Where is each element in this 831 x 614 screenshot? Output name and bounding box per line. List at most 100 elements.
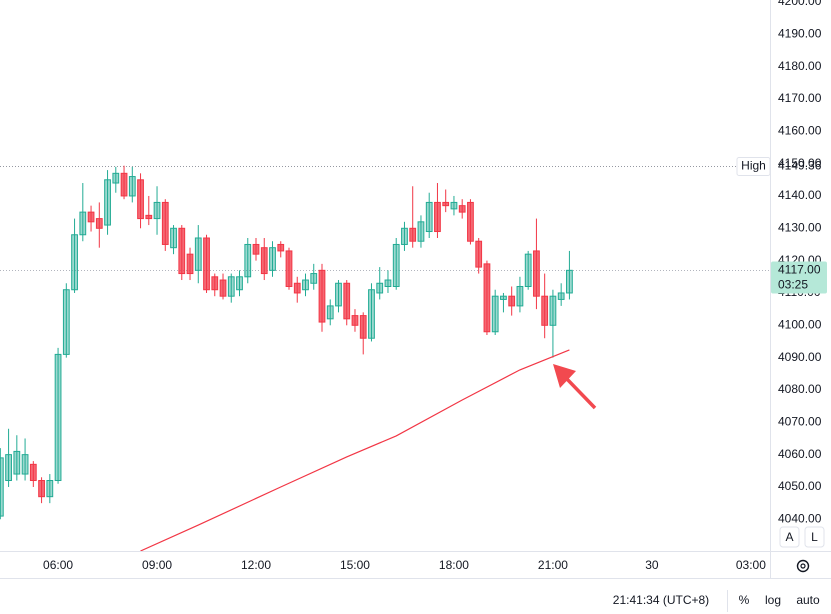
candle [186,247,194,281]
auto-toggle[interactable]: auto [796,593,820,607]
candle-body [557,292,565,300]
candle-body [417,221,425,242]
candle-body [203,237,210,291]
y-tick-label: 4090.00 [778,350,822,364]
y-tick-label: 4070.00 [778,414,822,428]
log-toggle[interactable]: log [765,593,781,607]
candle-body [516,285,524,307]
candle-body [186,253,194,275]
candle [318,263,326,332]
candle-body [458,205,466,213]
candle [425,192,433,238]
candle-body [5,454,12,482]
candle [5,428,12,487]
y-tick-label: 4080.00 [778,382,822,396]
candle-body [368,289,375,339]
candle [269,241,276,277]
candle [516,276,524,313]
y-tick-label: 4130.00 [778,220,822,234]
candle [549,289,557,358]
candle [46,474,54,504]
candle [277,241,285,258]
high-value: 4149.36 [778,159,822,173]
candle [0,448,4,520]
candle-body [252,243,260,255]
candle [285,247,293,290]
candle-body [112,172,120,184]
x-tick-label: 09:00 [142,558,172,572]
candle-body [21,454,29,475]
candle-body [318,269,326,323]
candle [566,250,573,300]
candle-body [467,201,474,242]
y-tick-label: 4190.00 [778,26,822,40]
candle-body [335,282,342,307]
candle-body [211,276,219,291]
candle-body [326,305,334,320]
candle [557,283,565,306]
candle [392,237,400,290]
candle-body [500,295,507,300]
candle [458,199,466,219]
candle [434,183,441,238]
arrow-shaft [564,376,597,410]
candle-body [178,227,186,275]
candle [244,237,252,284]
candle [219,273,227,300]
log-button[interactable] [804,526,825,548]
candle-body [137,179,144,220]
candle [293,276,301,303]
candle [467,199,474,245]
candle [359,312,367,355]
candle [170,225,177,255]
candle [252,237,260,261]
candle [335,280,342,313]
candle [326,299,334,326]
candle-body [475,240,483,268]
log-button-label[interactable]: L [811,530,818,544]
settings-icon[interactable] [796,559,810,573]
arrow-head [553,364,576,388]
clock: 21:41:34 (UTC+8) [613,593,709,607]
candle-body [533,250,540,297]
candle [483,260,491,335]
candle [343,280,351,326]
candle [161,199,169,251]
auto-button[interactable] [779,526,800,548]
candle [533,218,540,310]
candle-body [62,289,70,355]
candle-body [566,269,573,294]
candle-body [277,243,285,252]
candle [203,234,210,293]
percent-toggle[interactable]: % [739,593,750,607]
candle-body [170,227,177,249]
candle-body [104,179,111,226]
x-tick-label: 06:00 [43,558,73,572]
candle-body [87,211,95,223]
candle-body [302,279,309,291]
candle [351,309,359,332]
candle-body [153,201,161,220]
candle-body [409,227,417,242]
candle [450,195,458,216]
gear-outer[interactable] [796,559,810,573]
candle-body [549,295,557,326]
candle-body [442,201,450,207]
candle [417,215,425,248]
last-price-label: 4117.00 [778,263,821,277]
candle-body [194,237,202,271]
candle [384,270,392,293]
auto-button-label[interactable]: A [785,530,793,544]
candle [21,438,29,481]
candle-body [401,227,408,245]
candle [302,273,309,297]
candle [194,225,202,284]
candle [475,237,483,274]
candle [227,273,235,303]
candle-body [376,282,384,294]
candle-body [508,295,516,307]
plot-area [0,165,770,551]
gear-inner[interactable] [800,563,806,569]
candle-body [450,201,458,210]
